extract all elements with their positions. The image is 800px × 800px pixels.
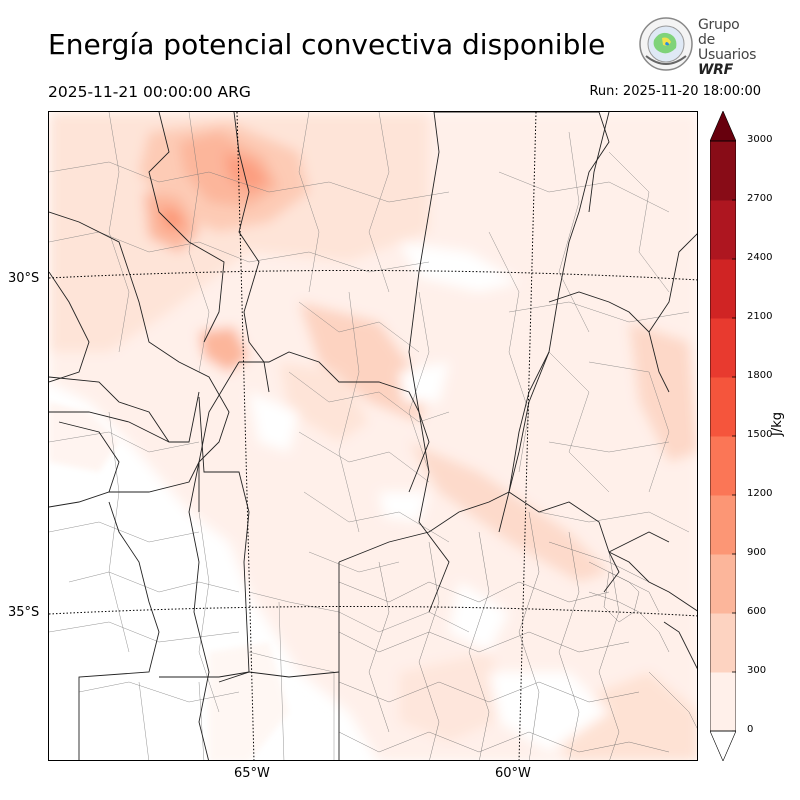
lat-label-35s: 35°S <box>8 605 40 620</box>
colorbar-tick-label: 1500 <box>747 429 773 440</box>
colorbar-tick-label: 300 <box>747 665 767 676</box>
logo-line-1: Grupo de <box>698 17 740 48</box>
colorbar-tick-label: 3000 <box>747 134 773 145</box>
colorbar-tick-label: 1200 <box>747 488 773 499</box>
graticule-lat-35 <box>49 605 697 617</box>
colorbar-segment <box>710 318 736 378</box>
colorbar-frame <box>710 140 736 732</box>
colorbar-segment <box>710 613 736 673</box>
grupo-usuarios-wrf-logo: Grupo de Usuarios WRF <box>638 16 758 78</box>
logo-line-3: WRF <box>698 62 733 78</box>
globe-icon <box>639 17 693 71</box>
colorbar-tick-label: 0 <box>747 724 754 735</box>
colorbar-segment <box>710 141 736 201</box>
colorbar-segments <box>710 141 736 732</box>
department-boundaries <box>49 112 690 760</box>
cape-map <box>48 111 698 761</box>
colorbar-segment <box>710 672 736 732</box>
colorbar-tick-label: 900 <box>747 547 767 558</box>
colorbar-tick-marks <box>732 140 736 732</box>
colorbar-segment <box>710 554 736 614</box>
graticule-lat-30 <box>49 269 697 281</box>
colorbar-segment <box>710 436 736 496</box>
colorbar-over-triangle <box>710 111 736 142</box>
colorbar-tick-label: 1800 <box>747 370 773 381</box>
colorbar-segment <box>710 200 736 260</box>
cape-field-west-light <box>49 402 289 760</box>
colorbar <box>710 111 736 761</box>
colorbar-tick-label: 2100 <box>747 311 773 322</box>
colorbar-label: J/kg <box>770 412 785 436</box>
colorbar-tick-label: 2700 <box>747 193 773 204</box>
map-canvas <box>49 112 697 760</box>
lon-label-60w: 60°W <box>495 766 531 781</box>
colorbar-segment <box>710 377 736 437</box>
colorbar-segment <box>710 495 736 555</box>
colorbar-segment <box>710 259 736 319</box>
lon-label-65w: 65°W <box>234 766 270 781</box>
map-title: Energía potencial convectiva disponible <box>48 28 606 61</box>
lat-label-30s: 30°S <box>8 271 40 286</box>
graticule <box>49 112 697 760</box>
colorbar-tick-label: 2400 <box>747 252 773 263</box>
logo-line-2: Usuarios <box>698 47 757 63</box>
cape-field <box>49 112 697 760</box>
colorbar-under-triangle <box>710 730 736 761</box>
colorbar-tick-label: 600 <box>747 606 767 617</box>
partido-boundaries <box>338 511 697 760</box>
valid-time: 2025-11-21 00:00:00 ARG <box>48 83 251 101</box>
province-boundaries <box>49 112 697 760</box>
run-time: Run: 2025-11-20 18:00:00 <box>589 84 761 99</box>
